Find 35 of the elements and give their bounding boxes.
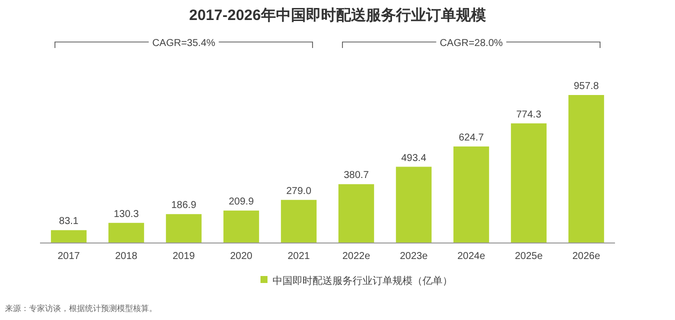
data-label: 186.9 <box>171 200 197 212</box>
bar <box>50 230 87 243</box>
legend-label: 中国即时配送服务行业订单规模（亿单） <box>272 275 452 287</box>
x-tick-label: 2022e <box>342 251 371 262</box>
bar <box>396 166 432 243</box>
text: CAGR=35.4% <box>152 38 216 49</box>
bar <box>108 222 144 243</box>
x-tick-label: 2024e <box>457 251 486 262</box>
data-label: 380.7 <box>344 170 370 182</box>
data-label: 130.3 <box>114 208 140 220</box>
bar <box>453 146 490 243</box>
bar <box>510 123 547 243</box>
data-label: 493.4 <box>401 152 427 164</box>
data-label: 957.8 <box>574 81 600 92</box>
bar <box>166 214 202 243</box>
data-label: 279.0 <box>286 186 312 197</box>
x-tick-label: 2020 <box>230 251 253 262</box>
x-tick-label: 2025e <box>514 251 544 262</box>
x-tick-label: 2017 <box>58 251 80 262</box>
x-tick-label: 2023e <box>400 251 428 262</box>
data-label: 774.3 <box>516 109 542 120</box>
data-label: 624.7 <box>458 132 484 144</box>
data-label: 83.1 <box>59 216 79 228</box>
chart-title: 2017-2026年中国即时配送服务行业订单规模 <box>189 7 487 24</box>
data-label: 209.9 <box>228 196 254 208</box>
bar <box>338 184 374 243</box>
x-tick-label: 2021 <box>288 251 310 262</box>
bar <box>223 210 260 243</box>
x-tick-label: 2019 <box>172 251 196 262</box>
x-tick-label: 2026e <box>572 251 601 262</box>
source-note: 来源：专家访谈，根据统计预测模型核算。 <box>5 304 157 313</box>
x-tick-label: 2018 <box>115 251 138 262</box>
text: CAGR=28.0% <box>440 38 503 49</box>
bar <box>568 95 604 243</box>
bar <box>280 200 317 243</box>
